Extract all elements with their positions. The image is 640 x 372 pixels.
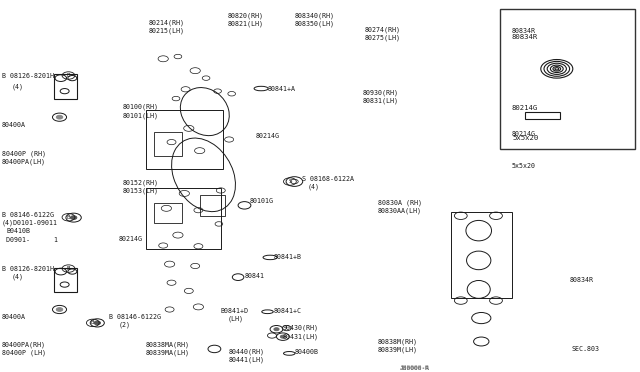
Bar	[200, 195, 225, 216]
Text: SEC.803: SEC.803	[572, 346, 600, 352]
Circle shape	[94, 321, 100, 325]
Text: (4): (4)	[307, 183, 319, 190]
Text: 80830AA(LH): 80830AA(LH)	[378, 208, 422, 214]
Text: 80400A: 80400A	[2, 314, 26, 320]
Bar	[146, 188, 221, 249]
Text: B0841+D: B0841+D	[221, 308, 249, 314]
Bar	[500, 9, 635, 149]
Text: 80400P (RH): 80400P (RH)	[2, 150, 46, 157]
Text: 80214G: 80214G	[256, 133, 280, 139]
Text: 80400PA(LH): 80400PA(LH)	[2, 158, 46, 165]
Text: 80820(RH): 80820(RH)	[228, 12, 264, 19]
Text: 80214G: 80214G	[118, 236, 143, 242]
Circle shape	[56, 115, 63, 119]
Text: (4): (4)	[12, 274, 24, 280]
Text: 80215(LH): 80215(LH)	[148, 27, 184, 34]
Text: B 08146-6122G: B 08146-6122G	[109, 314, 161, 320]
Text: 5x5x20: 5x5x20	[512, 163, 536, 169]
Text: 80101G: 80101G	[250, 198, 274, 204]
Circle shape	[280, 335, 285, 338]
Text: (2): (2)	[118, 322, 131, 328]
Text: B 08126-8201H: B 08126-8201H	[2, 266, 54, 272]
Text: 80830A (RH): 80830A (RH)	[378, 199, 422, 206]
Text: S: S	[288, 179, 292, 184]
Text: B: B	[67, 215, 70, 220]
Text: 80831(LH): 80831(LH)	[363, 98, 399, 105]
Text: 80400B: 80400B	[294, 349, 319, 355]
Text: S 08168-6122A: S 08168-6122A	[302, 176, 354, 182]
Text: (LH): (LH)	[227, 315, 243, 322]
Bar	[54, 268, 77, 292]
Bar	[525, 112, 560, 119]
Text: B 08126-8201H: B 08126-8201H	[2, 73, 54, 79]
Text: 808350(LH): 808350(LH)	[294, 20, 335, 27]
Text: 90430(RH): 90430(RH)	[283, 325, 319, 331]
Text: 5x5x20: 5x5x20	[512, 135, 538, 141]
Text: B: B	[67, 266, 70, 271]
Bar	[154, 132, 182, 156]
Text: 80440(RH): 80440(RH)	[229, 348, 265, 355]
Text: 80441(LH): 80441(LH)	[229, 356, 265, 363]
Text: 80431(LH): 80431(LH)	[283, 333, 319, 340]
Text: J80000-R: J80000-R	[400, 365, 430, 370]
Bar	[154, 203, 182, 223]
Text: 80930(RH): 80930(RH)	[363, 90, 399, 96]
Text: 80838MA(RH): 80838MA(RH)	[146, 341, 190, 348]
Text: 80101(LH): 80101(LH)	[123, 112, 159, 119]
Text: 80100(RH): 80100(RH)	[123, 104, 159, 110]
Text: D0901-      1: D0901- 1	[6, 237, 58, 243]
Circle shape	[70, 216, 77, 219]
Bar	[146, 110, 223, 169]
Text: 80841+B: 80841+B	[274, 254, 302, 260]
Text: 80834R: 80834R	[512, 28, 536, 33]
Text: 80214G: 80214G	[512, 105, 538, 111]
Text: 80838M(RH): 80838M(RH)	[378, 338, 417, 345]
Text: 80274(RH): 80274(RH)	[365, 26, 401, 33]
Text: 80841+C: 80841+C	[274, 308, 302, 314]
Bar	[54, 74, 77, 99]
Text: 80214(RH): 80214(RH)	[148, 19, 184, 26]
Text: B: B	[67, 73, 70, 78]
Text: 80400PA(RH): 80400PA(RH)	[2, 341, 46, 348]
Text: 80214G: 80214G	[512, 131, 536, 137]
Text: 80839MA(LH): 80839MA(LH)	[146, 350, 190, 356]
Bar	[451, 212, 512, 298]
Text: B 08146-6122G: B 08146-6122G	[2, 212, 54, 218]
Text: (4)D0101-09011: (4)D0101-09011	[2, 220, 58, 227]
Text: 80834R: 80834R	[512, 34, 538, 40]
Text: B: B	[91, 320, 95, 326]
Text: (4): (4)	[12, 83, 24, 90]
Text: 80841: 80841	[244, 273, 264, 279]
Text: 80400P (LH): 80400P (LH)	[2, 350, 46, 356]
Circle shape	[274, 328, 279, 331]
Text: 80841+A: 80841+A	[268, 86, 296, 92]
Circle shape	[56, 308, 63, 311]
Text: 80839M(LH): 80839M(LH)	[378, 346, 417, 353]
Text: B0410B: B0410B	[6, 228, 31, 234]
Text: 80153(LH): 80153(LH)	[123, 187, 159, 194]
Text: 80834R: 80834R	[570, 277, 594, 283]
Text: 80152(RH): 80152(RH)	[123, 179, 159, 186]
Text: 80821(LH): 80821(LH)	[228, 20, 264, 27]
Text: 80275(LH): 80275(LH)	[365, 35, 401, 41]
Text: J80000-R: J80000-R	[400, 366, 430, 371]
Text: 80400A: 80400A	[2, 122, 26, 128]
Text: 808340(RH): 808340(RH)	[294, 12, 335, 19]
